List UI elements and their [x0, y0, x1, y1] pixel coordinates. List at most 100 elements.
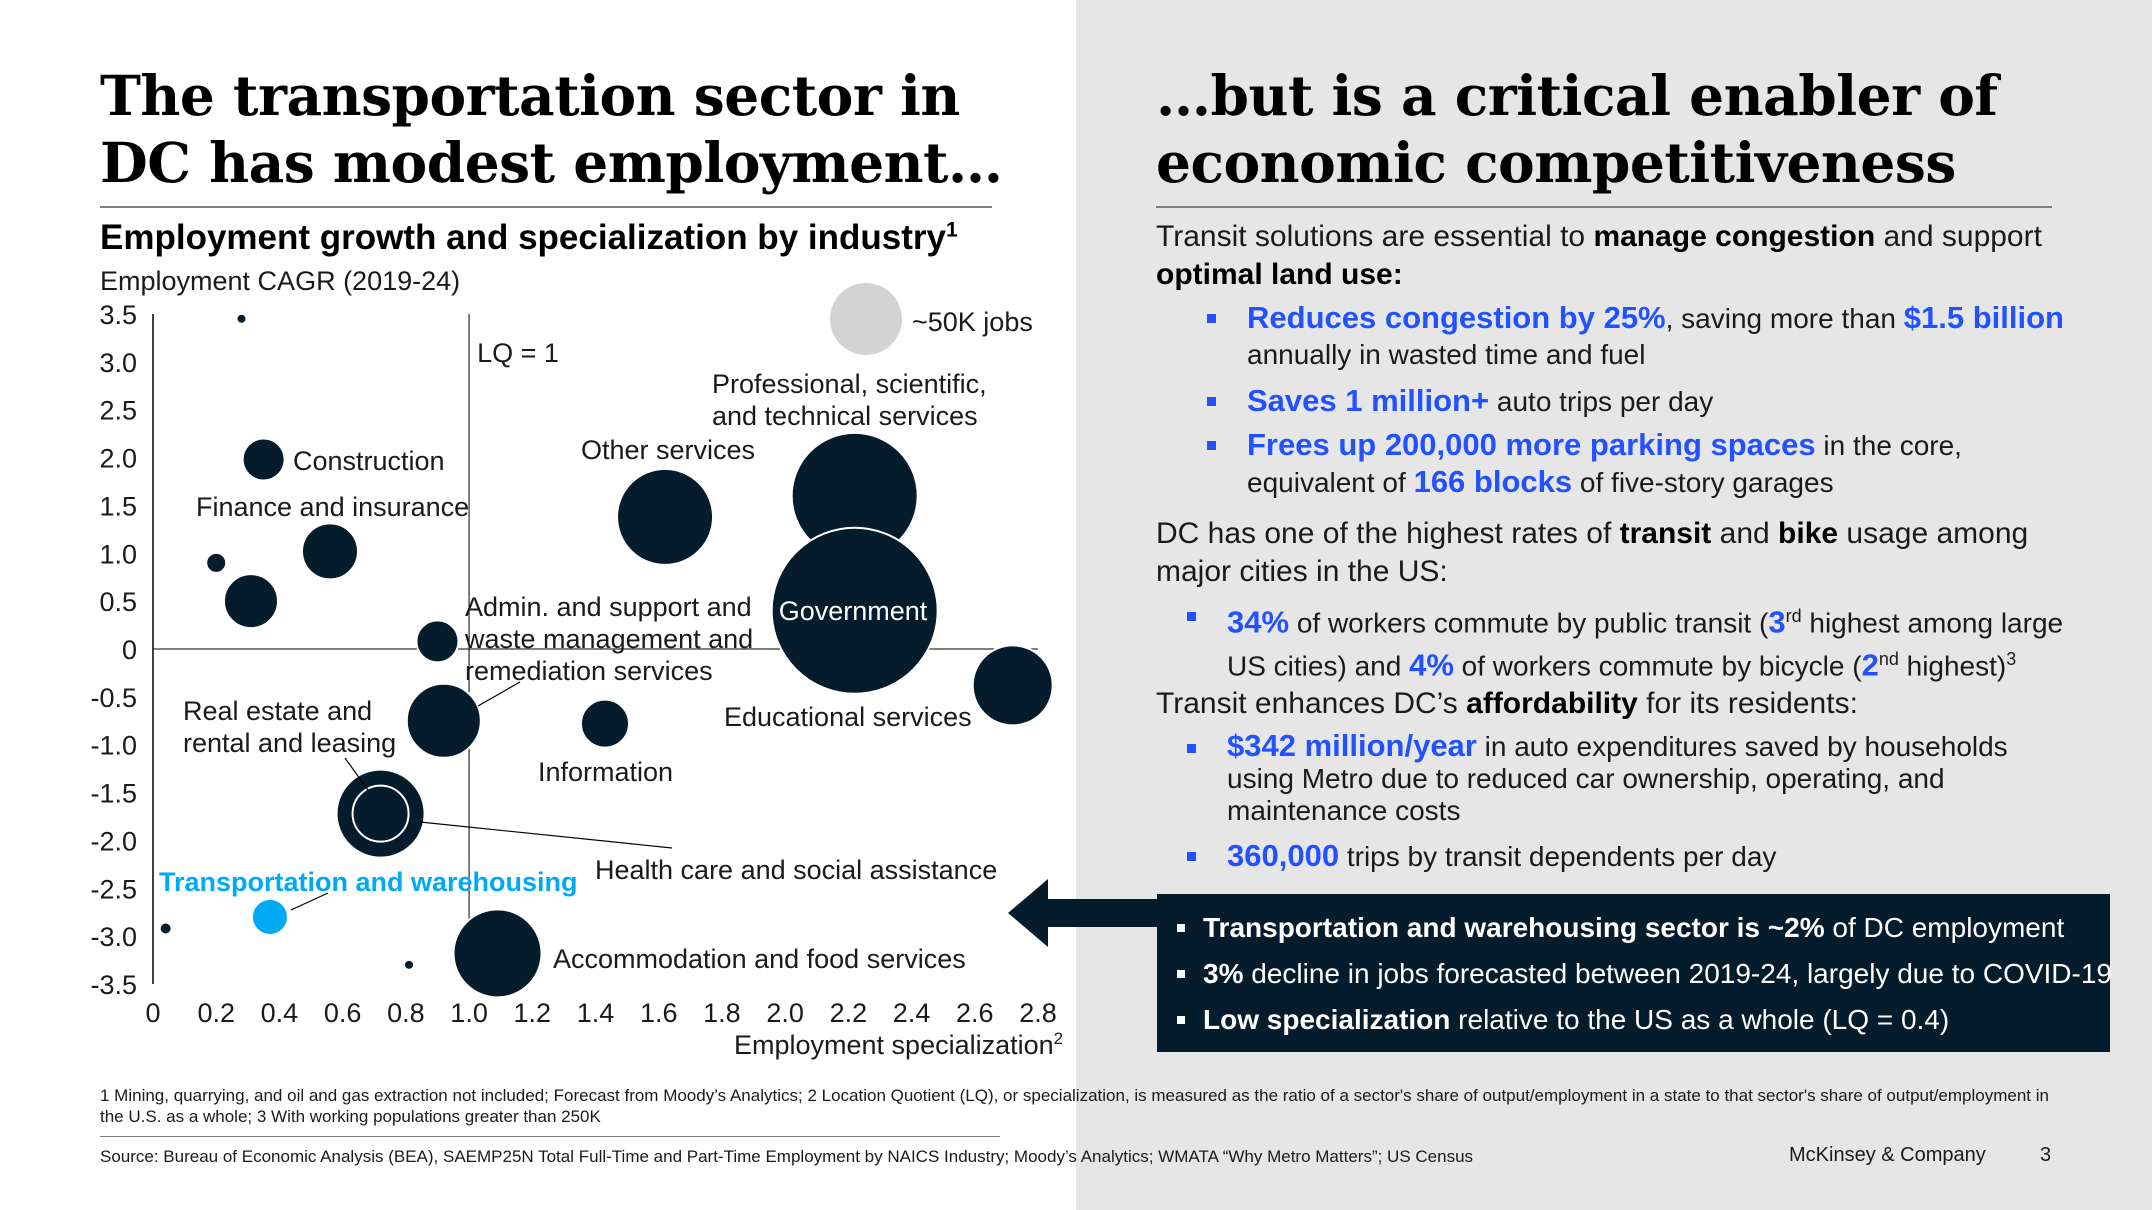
- y-tick-label: 0.5: [99, 587, 137, 617]
- bullet-text: of five-story garages: [1572, 467, 1834, 498]
- bubble-label: Real estate and: [183, 696, 372, 726]
- right-headline-rule: [1156, 206, 2052, 208]
- bullet-text: , saving more than: [1665, 303, 1904, 334]
- brand-name: McKinsey & Company: [1789, 1144, 1986, 1166]
- bubble: [205, 551, 228, 574]
- y-tick-label: 3.5: [99, 300, 137, 330]
- right-headline: …but is a critical enabler of economic c…: [1156, 63, 1998, 195]
- source-note: Source: Bureau of Economic Analysis (BEA…: [100, 1147, 1474, 1166]
- callout-row-2: 3% decline in jobs forecasted between 20…: [1177, 956, 2112, 992]
- bubble-inner-ring: [351, 784, 410, 843]
- bubble: [616, 467, 715, 566]
- y-tick-label: -3.5: [90, 970, 137, 1000]
- section1-bullet-2: Saves 1 million+ auto trips per day: [1207, 383, 2077, 420]
- bubble: [971, 644, 1054, 727]
- bullet-highlight: 360,000: [1227, 838, 1340, 873]
- bullet-square-icon: [1207, 397, 1216, 406]
- chart-title: Employment growth and specialization by …: [100, 218, 958, 258]
- bullet-highlight: $1.5 billion: [1903, 300, 2064, 335]
- bullet-text: highest among large US cities) and: [1227, 607, 2064, 682]
- section3-intro-c: for its residents:: [1637, 687, 1858, 720]
- bullet-highlight: $342 million/year: [1227, 728, 1477, 763]
- bubble-label: Educational services: [724, 702, 972, 732]
- bubble: [222, 573, 279, 630]
- bubble: [415, 619, 460, 664]
- y-tick-label: -2.0: [90, 826, 137, 856]
- callout-bold: 3%: [1203, 958, 1244, 989]
- x-tick-label: 0.6: [324, 998, 362, 1028]
- bullet-text: auto trips per day: [1489, 386, 1714, 417]
- bubble-label: Admin. and support and: [465, 592, 752, 622]
- leader-line-transportation: [290, 892, 329, 911]
- leader-line-real-estate: [344, 757, 369, 791]
- bubble-label: Information: [538, 757, 673, 787]
- bubble-label: Construction: [293, 446, 445, 476]
- x-tick-label: 2.6: [956, 998, 994, 1028]
- section1-intro-b: manage congestion: [1593, 220, 1876, 253]
- footnote-rule: [100, 1136, 1000, 1137]
- bubble-label: remediation services: [465, 656, 713, 686]
- y-tick-label: 1.0: [99, 539, 137, 569]
- bubble-label: Government: [779, 596, 928, 626]
- bullet-highlight: 3: [1768, 604, 1786, 640]
- x-tick-label: 0.2: [197, 998, 235, 1028]
- y-tick-label: -1.5: [90, 779, 137, 809]
- bullet-footnote-ref: 3: [2006, 649, 2017, 670]
- section1-intro-d: optimal land use:: [1156, 258, 1403, 291]
- bubble: [301, 522, 359, 581]
- y-tick-label: 3.0: [99, 348, 137, 378]
- section1-intro-a: Transit solutions are essential to: [1156, 220, 1594, 253]
- x-tick-label: 0.4: [261, 998, 299, 1028]
- bullet-square-icon: [1207, 314, 1216, 323]
- y-tick-label: -0.5: [90, 683, 137, 713]
- section3-intro-b: affordability: [1466, 687, 1638, 720]
- section2-intro-b: transit: [1619, 517, 1712, 550]
- left-headline-rule: [100, 206, 992, 208]
- x-tick-label: 2.4: [893, 998, 931, 1028]
- bubble-label: Professional, scientific,: [712, 369, 987, 399]
- x-tick-label: 1.2: [514, 998, 552, 1028]
- x-tick-label: 1.4: [577, 998, 615, 1028]
- y-tick-label: -3.0: [90, 922, 137, 952]
- y-tick-label: 0: [122, 635, 137, 665]
- y-tick-label: -1.0: [90, 731, 137, 761]
- bullet-text: in auto expenditures saved by households…: [1227, 731, 2008, 826]
- y-tick-label: 2.0: [99, 444, 137, 474]
- bullet-square-icon: [1177, 1016, 1185, 1024]
- section3-intro-a: Transit enhances DC’s: [1156, 687, 1467, 720]
- left-arrow-icon: [1008, 879, 1160, 947]
- size-legend-bubble: [830, 283, 902, 355]
- y-tick-label: -2.5: [90, 874, 137, 904]
- section1-intro-c: and support: [1875, 220, 2042, 253]
- callout-bold: Transportation and warehousing sector is…: [1203, 912, 1825, 943]
- bullet-text: highest): [1898, 650, 2007, 682]
- bullet-square-icon: [1187, 744, 1196, 753]
- bullet-square-icon: [1207, 441, 1216, 450]
- footnotes: 1 Mining, quarrying, and oil and gas ext…: [100, 1086, 2049, 1126]
- bullet-highlight: Reduces congestion by 25%: [1247, 300, 1666, 335]
- section1-bullet-1: Reduces congestion by 25%, saving more t…: [1207, 300, 2077, 373]
- callout-row-1: Transportation and warehousing sector is…: [1177, 910, 2065, 946]
- callout-text: of DC employment: [1824, 912, 2065, 943]
- bullet-highlight: 4%: [1409, 647, 1454, 683]
- section3-bullet-2: 360,000 trips by transit dependents per …: [1187, 838, 2057, 875]
- leader-line-admin: [477, 681, 521, 707]
- bullet-highlight: 34%: [1227, 604, 1290, 640]
- bubble-label: rental and leasing: [183, 728, 396, 758]
- x-tick-label: 2.2: [830, 998, 868, 1028]
- y-tick-label: 1.5: [99, 491, 137, 521]
- callout-bold: Low specialization: [1203, 1004, 1451, 1035]
- section1-intro: Transit solutions are essential to manag…: [1156, 218, 2056, 294]
- x-axis-label-footnote: 2: [1054, 1029, 1063, 1048]
- section1-bullet-3: Frees up 200,000 more parking spaces in …: [1207, 427, 2077, 501]
- section3-bullet-1: $342 million/year in auto expenditures s…: [1187, 728, 2057, 827]
- chart-title-footnote: 1: [945, 218, 958, 242]
- section2-intro: DC has one of the highest rates of trans…: [1156, 515, 2056, 591]
- bubble-label: Health care and social assistance: [595, 855, 997, 885]
- bubble-label: Transportation and warehousing: [159, 867, 578, 897]
- bullet-highlight: 2: [1861, 647, 1879, 683]
- bullet-highlight: Frees up 200,000 more parking spaces: [1247, 427, 1816, 462]
- x-tick-label: 1.0: [450, 998, 488, 1028]
- leader-line-health-care: [419, 821, 673, 849]
- size-legend-label: ~50K jobs: [912, 307, 1033, 337]
